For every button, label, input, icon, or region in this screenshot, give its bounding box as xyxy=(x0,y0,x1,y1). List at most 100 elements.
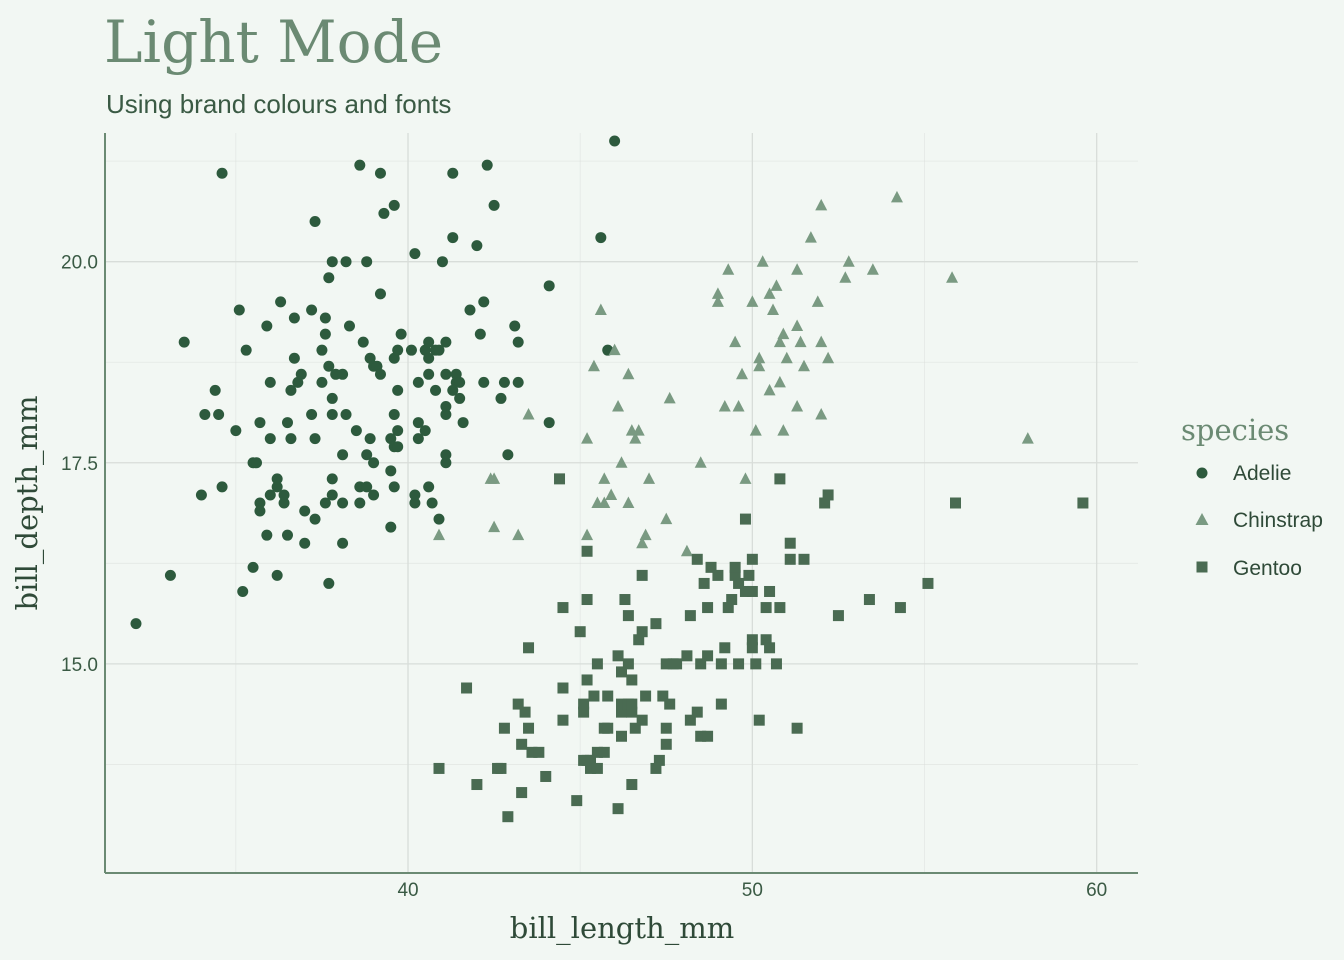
point-adelie xyxy=(361,256,373,268)
point-gentoo xyxy=(660,722,672,734)
point-gentoo xyxy=(950,497,962,509)
point-gentoo xyxy=(653,754,665,766)
gridlines xyxy=(105,133,1138,873)
point-adelie xyxy=(474,328,486,340)
point-chinstrap xyxy=(615,456,628,468)
point-gentoo xyxy=(743,569,755,581)
point-adelie xyxy=(264,433,276,445)
point-gentoo xyxy=(739,513,751,525)
point-adelie xyxy=(326,489,338,501)
point-adelie xyxy=(237,585,249,597)
point-adelie xyxy=(281,417,293,429)
point-gentoo xyxy=(657,690,669,702)
point-chinstrap xyxy=(612,399,625,412)
point-adelie xyxy=(178,336,190,348)
point-gentoo xyxy=(557,602,569,614)
point-chinstrap xyxy=(729,335,742,348)
point-adelie xyxy=(481,159,493,171)
point-gentoo xyxy=(822,489,834,501)
point-chinstrap xyxy=(632,424,645,436)
point-adelie xyxy=(240,344,252,356)
point-gentoo xyxy=(636,569,648,581)
point-adelie xyxy=(326,409,338,421)
point-adelie xyxy=(385,465,397,477)
point-gentoo xyxy=(722,602,734,614)
point-gentoo xyxy=(471,779,483,791)
point-adelie xyxy=(464,304,476,316)
legend-label-gentoo: Gentoo xyxy=(1233,557,1302,580)
point-gentoo xyxy=(578,706,590,718)
point-chinstrap xyxy=(767,303,780,315)
legend-label-adelie: Adelie xyxy=(1233,462,1291,485)
point-gentoo xyxy=(726,594,738,606)
point-gentoo xyxy=(540,770,552,782)
point-gentoo xyxy=(574,626,586,638)
x-tick-label: 60 xyxy=(1086,880,1107,901)
point-adelie xyxy=(364,433,376,445)
point-chinstrap xyxy=(663,391,676,404)
point-gentoo xyxy=(702,730,714,742)
legend-marker-chinstrap xyxy=(1195,513,1209,525)
point-adelie xyxy=(392,441,404,453)
point-gentoo xyxy=(819,497,831,509)
point-adelie xyxy=(378,207,390,219)
point-chinstrap xyxy=(822,351,835,364)
point-gentoo xyxy=(591,746,603,758)
point-gentoo xyxy=(616,698,627,710)
point-gentoo xyxy=(746,585,758,597)
point-adelie xyxy=(433,344,445,356)
point-gentoo xyxy=(664,698,676,710)
point-gentoo xyxy=(626,674,638,686)
point-chinstrap xyxy=(636,536,649,549)
point-chinstrap xyxy=(749,424,762,436)
point-adelie xyxy=(512,336,524,348)
point-gentoo xyxy=(626,706,638,718)
point-adelie xyxy=(319,497,331,509)
point-gentoo xyxy=(516,787,528,799)
point-gentoo xyxy=(719,642,731,654)
point-gentoo xyxy=(557,682,569,694)
point-adelie xyxy=(340,409,352,421)
point-adelie xyxy=(412,376,424,388)
point-adelie xyxy=(609,135,621,147)
point-gentoo xyxy=(622,610,634,622)
point-gentoo xyxy=(739,585,751,597)
point-adelie xyxy=(195,489,207,501)
point-adelie xyxy=(388,481,400,493)
point-gentoo xyxy=(746,553,758,565)
point-adelie xyxy=(385,521,397,533)
point-adelie xyxy=(278,489,290,501)
point-gentoo xyxy=(626,779,638,791)
point-gentoo xyxy=(498,722,510,734)
point-adelie xyxy=(354,159,366,171)
point-gentoo xyxy=(729,561,741,573)
point-adelie xyxy=(271,481,283,493)
point-adelie xyxy=(233,304,245,316)
point-adelie xyxy=(230,425,242,437)
point-gentoo xyxy=(922,577,934,589)
point-gentoo xyxy=(588,690,600,702)
point-adelie xyxy=(319,312,331,324)
point-chinstrap xyxy=(522,408,535,420)
point-gentoo xyxy=(650,762,662,774)
point-adelie xyxy=(264,376,276,388)
point-adelie xyxy=(209,384,221,396)
point-gentoo xyxy=(798,553,810,565)
point-gentoo xyxy=(715,698,727,710)
point-gentoo xyxy=(636,626,648,638)
point-gentoo xyxy=(495,762,507,774)
point-adelie xyxy=(440,457,452,469)
point-adelie xyxy=(350,425,362,437)
point-chinstrap xyxy=(770,279,783,291)
point-gentoo xyxy=(585,762,597,774)
point-gentoo xyxy=(764,585,776,597)
point-chinstrap xyxy=(1021,432,1034,444)
point-gentoo xyxy=(533,746,545,758)
point-gentoo xyxy=(461,682,473,694)
point-gentoo xyxy=(784,553,796,565)
point-adelie xyxy=(213,409,225,421)
point-chinstrap xyxy=(722,263,735,275)
point-adelie xyxy=(251,457,263,469)
point-adelie xyxy=(457,417,469,429)
legend-marker-adelie xyxy=(1196,467,1208,479)
